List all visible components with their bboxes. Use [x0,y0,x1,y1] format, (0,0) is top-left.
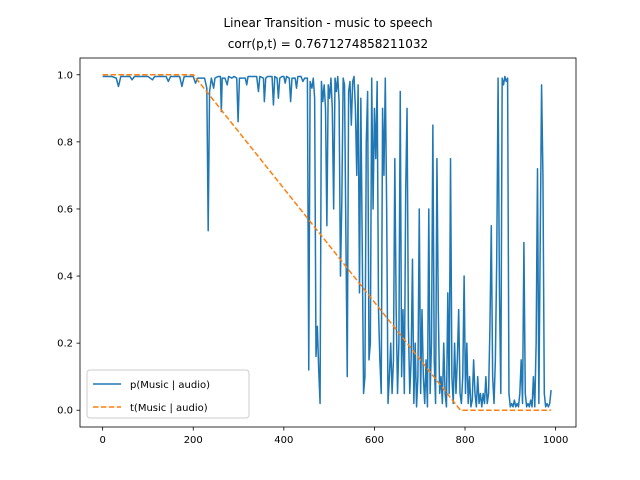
series-layer [102,74,552,411]
y-tick-label: 0.6 [57,204,73,215]
series-line-target [102,74,552,411]
x-tick-label: 600 [365,435,384,446]
chart-subtitle: corr(p,t) = 0.7671274858211032 [228,37,428,51]
x-tick-label: 0 [99,435,105,446]
series-line-music [102,75,552,408]
plot-area [79,57,577,428]
y-tick-label: 0.0 [57,406,73,417]
x-tick-label: 1000 [543,435,568,446]
legend: p(Music | audio) t(Music | audio) [86,369,250,419]
x-axis: 0 200 400 600 800 1000 [99,427,568,446]
y-tick-label: 0.2 [57,339,73,350]
chart-title: Linear Transition - music to speech [223,16,432,30]
y-axis: 0.0 0.2 0.4 0.6 0.8 1.0 [57,70,80,417]
y-tick-label: 0.4 [57,272,73,283]
x-tick-label: 400 [274,435,293,446]
legend-label-target: t(Music | audio) [130,403,208,414]
x-tick-label: 200 [184,435,203,446]
y-tick-label: 1.0 [57,70,73,81]
x-tick-label: 800 [455,435,474,446]
legend-label-music: p(Music | audio) [130,380,210,391]
y-tick-label: 0.8 [57,137,73,148]
legend-box [86,369,250,419]
